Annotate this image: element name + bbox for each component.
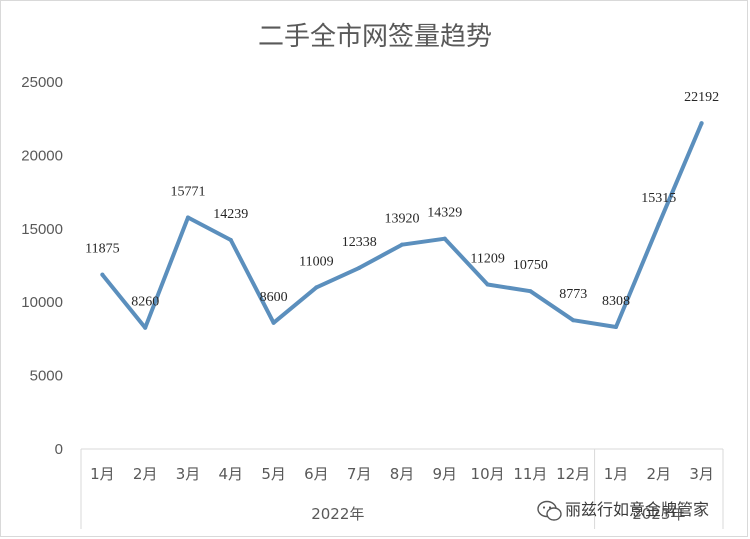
data-label: 14239 bbox=[213, 207, 248, 222]
data-point bbox=[100, 272, 105, 277]
data-point bbox=[571, 318, 576, 323]
x-tick-label: 4月 bbox=[219, 465, 244, 483]
data-label: 15771 bbox=[171, 184, 206, 199]
y-tick-label: 15000 bbox=[21, 221, 63, 238]
data-point bbox=[186, 215, 190, 220]
data-point bbox=[528, 289, 533, 294]
y-tick-label: 10000 bbox=[21, 294, 63, 311]
watermark-text: 丽兹行如意金牌管家 bbox=[565, 500, 709, 519]
data-label: 11875 bbox=[85, 242, 119, 257]
data-point bbox=[143, 325, 148, 330]
x-tick-label: 1月 bbox=[604, 465, 629, 483]
y-tick-label: 5000 bbox=[30, 368, 63, 385]
x-tick-label: 8月 bbox=[390, 465, 415, 483]
data-label: 10750 bbox=[513, 258, 548, 273]
data-label: 8600 bbox=[260, 290, 288, 305]
data-point bbox=[271, 320, 276, 325]
series bbox=[100, 121, 704, 330]
x-tick-label: 1月 bbox=[90, 465, 115, 483]
data-point bbox=[442, 236, 447, 241]
x-axis-groups: 2022年 2023年 bbox=[311, 505, 685, 523]
data-label: 12338 bbox=[342, 235, 377, 250]
chart-title: 二手全市网签量趋势 bbox=[258, 22, 492, 52]
x-tick-label: 5月 bbox=[261, 465, 286, 483]
x-tick-label: 10月 bbox=[471, 465, 505, 483]
data-point bbox=[314, 285, 319, 290]
axes bbox=[80, 448, 724, 529]
data-point bbox=[485, 282, 490, 287]
wechat-icon bbox=[537, 500, 562, 521]
x-group-label: 2023年 bbox=[632, 505, 685, 523]
x-tick-label: 12月 bbox=[556, 465, 590, 483]
data-point bbox=[656, 222, 661, 227]
x-axis-ticks: 1月 2月 3月 4月 5月 6月 7月 8月 9月 10月 11月 12月 1月 2月 3月 bbox=[90, 465, 714, 483]
data-label: 13920 bbox=[385, 212, 420, 227]
data-label: 8260 bbox=[131, 295, 159, 310]
x-group-label: 2022年 bbox=[311, 505, 364, 523]
y-axis-ticks: 0 5000 10000 15000 20000 25000 bbox=[21, 74, 63, 458]
x-tick-label: 7月 bbox=[347, 465, 372, 483]
data-point bbox=[228, 237, 233, 242]
x-tick-label: 3月 bbox=[689, 465, 714, 483]
data-label: 22192 bbox=[684, 90, 719, 105]
watermark: 丽兹行如意金牌管家 bbox=[537, 500, 709, 521]
data-label: 8773 bbox=[559, 287, 587, 302]
x-tick-label: 6月 bbox=[304, 465, 329, 483]
data-point bbox=[400, 242, 404, 247]
x-tick-label: 11月 bbox=[513, 465, 547, 483]
data-label: 11209 bbox=[470, 251, 504, 266]
data-label: 11009 bbox=[299, 254, 333, 269]
x-tick-label: 9月 bbox=[433, 465, 458, 483]
y-tick-label: 20000 bbox=[21, 147, 63, 164]
x-tick-label: 2月 bbox=[647, 465, 672, 483]
y-tick-label: 25000 bbox=[21, 74, 63, 91]
data-label: 15315 bbox=[641, 191, 676, 206]
data-point bbox=[614, 325, 618, 330]
y-tick-label: 0 bbox=[55, 441, 63, 458]
data-point bbox=[699, 121, 704, 126]
data-labels: 11875 8260 15771 14239 8600 11009 12338 13920 14… bbox=[85, 90, 719, 310]
x-tick-label: 2月 bbox=[133, 465, 158, 483]
data-label: 14329 bbox=[427, 206, 462, 221]
data-label: 8308 bbox=[602, 294, 630, 309]
data-point bbox=[357, 265, 362, 270]
x-tick-label: 3月 bbox=[176, 465, 201, 483]
